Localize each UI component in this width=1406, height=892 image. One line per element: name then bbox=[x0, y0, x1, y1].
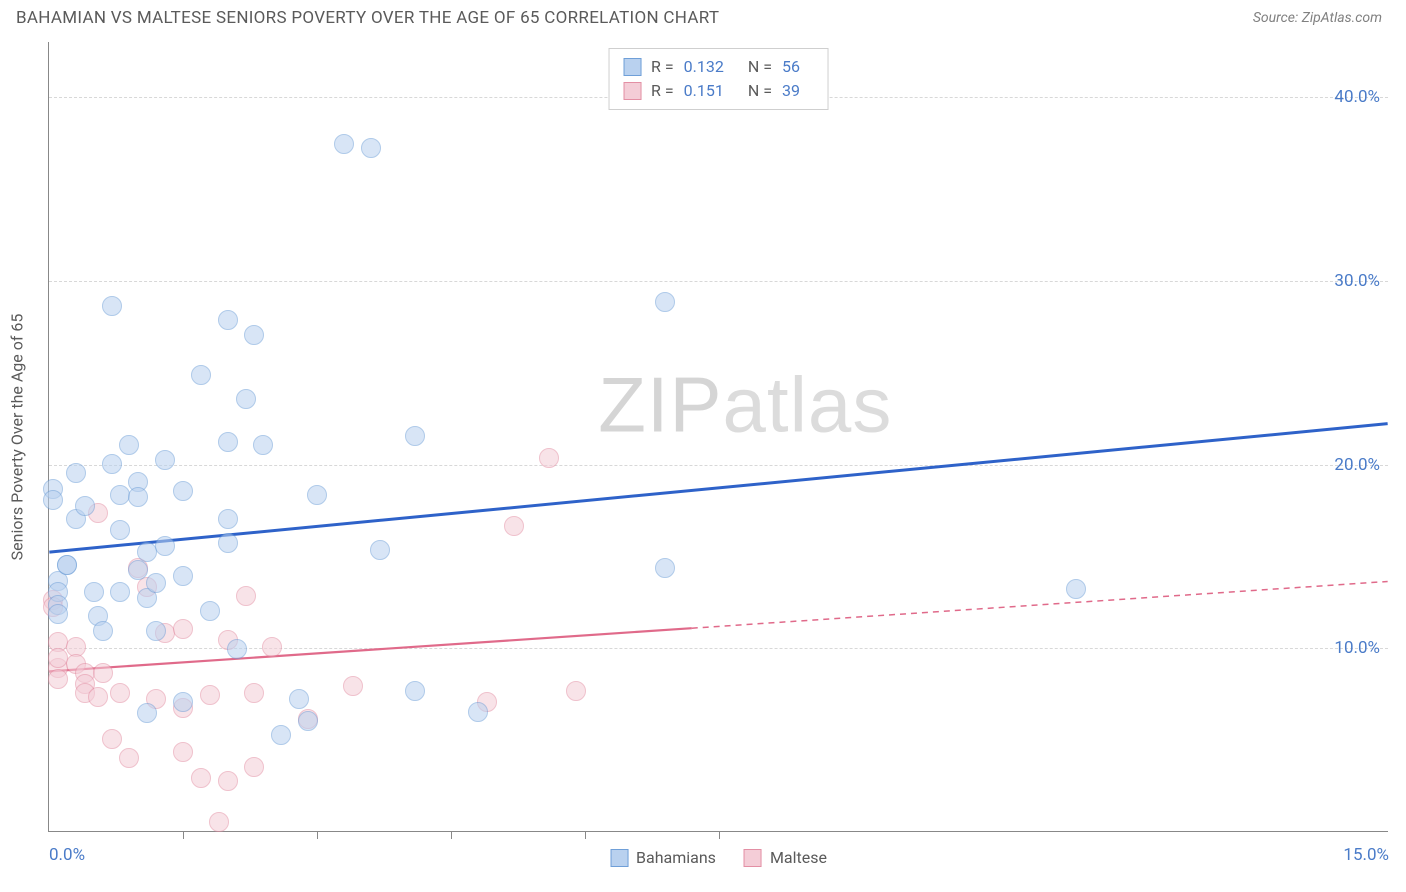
data-point bbox=[566, 681, 586, 701]
data-point bbox=[43, 490, 63, 510]
data-point bbox=[119, 435, 139, 455]
r-label: R = bbox=[651, 79, 674, 103]
data-point bbox=[361, 138, 381, 158]
data-point bbox=[655, 558, 675, 578]
data-point bbox=[218, 310, 238, 330]
data-point bbox=[128, 560, 148, 580]
data-point bbox=[173, 481, 193, 501]
data-point bbox=[119, 748, 139, 768]
data-point bbox=[191, 365, 211, 385]
n-value: 56 bbox=[782, 55, 800, 79]
data-point bbox=[298, 711, 318, 731]
r-value: 0.132 bbox=[684, 55, 724, 79]
data-point bbox=[218, 432, 238, 452]
x-minor-tick bbox=[317, 831, 318, 839]
data-point bbox=[218, 509, 238, 529]
data-point bbox=[370, 540, 390, 560]
data-point bbox=[200, 685, 220, 705]
data-point bbox=[57, 555, 77, 575]
data-point bbox=[128, 487, 148, 507]
data-point bbox=[1066, 579, 1086, 599]
data-point bbox=[155, 450, 175, 470]
data-point bbox=[218, 533, 238, 553]
n-label: N = bbox=[748, 55, 772, 79]
data-point bbox=[110, 582, 130, 602]
chart-title: BAHAMIAN VS MALTESE SENIORS POVERTY OVER… bbox=[16, 8, 719, 28]
data-point bbox=[218, 771, 238, 791]
series-legend: Bahamians Maltese bbox=[610, 848, 827, 867]
x-minor-tick bbox=[451, 831, 452, 839]
data-point bbox=[236, 586, 256, 606]
data-point bbox=[173, 619, 193, 639]
data-point bbox=[191, 768, 211, 788]
data-point bbox=[289, 689, 309, 709]
legend-item: Maltese bbox=[744, 848, 827, 867]
data-point bbox=[307, 485, 327, 505]
data-point bbox=[173, 742, 193, 762]
n-label: N = bbox=[748, 79, 772, 103]
data-point bbox=[93, 621, 113, 641]
stats-row: R = 0.151 N = 39 bbox=[623, 79, 814, 103]
r-value: 0.151 bbox=[684, 79, 724, 103]
x-minor-tick bbox=[183, 831, 184, 839]
data-point bbox=[504, 516, 524, 536]
scatter-chart: Seniors Poverty Over the Age of 65 ZIPat… bbox=[48, 42, 1388, 832]
source-attribution: Source: ZipAtlas.com bbox=[1253, 10, 1382, 26]
legend-swatch bbox=[744, 849, 762, 867]
statistics-legend: R = 0.132 N = 56 R = 0.151 N = 39 bbox=[608, 48, 829, 110]
data-point bbox=[334, 134, 354, 154]
legend-item: Bahamians bbox=[610, 848, 716, 867]
data-point bbox=[146, 573, 166, 593]
data-point bbox=[236, 389, 256, 409]
x-minor-tick bbox=[585, 831, 586, 839]
data-point bbox=[253, 435, 273, 455]
data-point bbox=[244, 683, 264, 703]
y-axis-label: Seniors Poverty Over the Age of 65 bbox=[8, 313, 27, 560]
data-point bbox=[262, 637, 282, 657]
data-point bbox=[66, 463, 86, 483]
data-point bbox=[75, 496, 95, 516]
data-point bbox=[88, 687, 108, 707]
data-point bbox=[343, 676, 363, 696]
data-point bbox=[173, 566, 193, 586]
data-point bbox=[93, 663, 113, 683]
legend-swatch bbox=[623, 82, 641, 100]
data-point bbox=[102, 296, 122, 316]
legend-label: Maltese bbox=[770, 848, 827, 867]
data-point bbox=[227, 639, 247, 659]
data-point bbox=[48, 669, 68, 689]
data-point bbox=[110, 683, 130, 703]
data-point bbox=[48, 604, 68, 624]
legend-label: Bahamians bbox=[636, 848, 716, 867]
data-point bbox=[102, 454, 122, 474]
data-point bbox=[110, 520, 130, 540]
data-point bbox=[173, 692, 193, 712]
data-point bbox=[102, 729, 122, 749]
legend-swatch bbox=[623, 58, 641, 76]
legend-swatch bbox=[610, 849, 628, 867]
data-point bbox=[468, 702, 488, 722]
data-point bbox=[539, 448, 559, 468]
x-minor-tick bbox=[719, 831, 720, 839]
data-point bbox=[84, 582, 104, 602]
x-tick-label: 15.0% bbox=[1343, 845, 1389, 865]
data-point bbox=[405, 681, 425, 701]
data-point bbox=[655, 292, 675, 312]
data-point bbox=[155, 536, 175, 556]
data-point bbox=[137, 703, 157, 723]
data-point bbox=[405, 426, 425, 446]
trend-lines bbox=[49, 42, 1388, 831]
data-point bbox=[209, 812, 229, 832]
data-point bbox=[146, 621, 166, 641]
data-point bbox=[271, 725, 291, 745]
x-tick-label: 0.0% bbox=[49, 845, 85, 865]
data-point bbox=[244, 757, 264, 777]
data-point bbox=[200, 601, 220, 621]
stats-row: R = 0.132 N = 56 bbox=[623, 55, 814, 79]
r-label: R = bbox=[651, 55, 674, 79]
n-value: 39 bbox=[782, 79, 800, 103]
data-point bbox=[244, 325, 264, 345]
